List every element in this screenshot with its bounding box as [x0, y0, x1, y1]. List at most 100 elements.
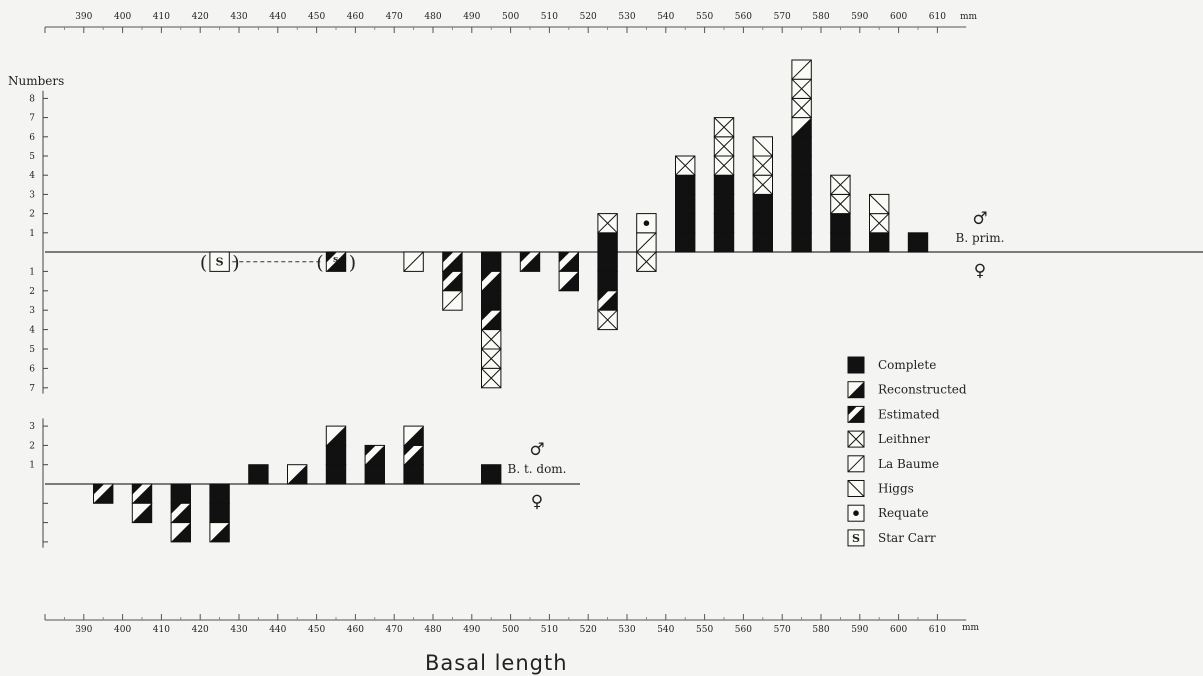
- cell-complete: [481, 251, 502, 272]
- x-tick-label: 570: [774, 625, 791, 635]
- x-tick-label: 510: [541, 625, 558, 635]
- cell-leithner: [830, 194, 851, 214]
- cell-reconstructed: [403, 426, 424, 446]
- x-tick-label: 590: [851, 625, 868, 635]
- x-tick-label: 580: [812, 12, 829, 22]
- cell-leithner: [713, 155, 735, 176]
- cell-leithner: [713, 136, 735, 157]
- legend-item-complete: Complete: [847, 356, 936, 374]
- y-tick-label: 2: [29, 287, 35, 297]
- top-axis-unit: mm: [960, 12, 978, 22]
- cell-reconstructed: [559, 271, 579, 291]
- x-tick-label: 420: [192, 625, 209, 635]
- cell-reconstructed: [132, 503, 152, 523]
- cell-leithner: [481, 348, 502, 369]
- cell-complete: [209, 502, 230, 524]
- x-tick-label: 560: [735, 625, 752, 635]
- y-axis-title: Numbers: [8, 74, 64, 88]
- x-tick-label: 540: [657, 625, 674, 635]
- cell-leithner: [869, 213, 890, 234]
- cell-estimated: [365, 445, 385, 465]
- x-tick-label: 490: [463, 625, 480, 635]
- x-tick-label: 410: [153, 12, 170, 22]
- cell-estimated: [326, 252, 346, 272]
- x-tick-label: 490: [463, 12, 480, 22]
- y-tick-label: 4: [29, 171, 35, 181]
- x-tick-label: 590: [851, 12, 868, 22]
- cell-estimated: [481, 310, 501, 330]
- cell-requate: [853, 510, 859, 516]
- x-tick-label: 610: [929, 12, 946, 22]
- b-prim-panel: 1 2 3 4 5 6 7 8 1 2 3 4 5 6 7 S () s () ♂ B. prim. ♀: [29, 59, 1203, 394]
- cell-estimated: [132, 484, 143, 495]
- cell-leithner: [481, 368, 502, 389]
- x-tick-label: 500: [502, 12, 519, 22]
- cell-leithner: [713, 117, 735, 138]
- cell-reconstructed: [171, 522, 191, 542]
- cell-complete: [713, 193, 735, 215]
- y-tick-label: 7: [29, 384, 35, 394]
- y-tick-label: 2: [29, 441, 35, 451]
- cell-leithner: [597, 309, 618, 330]
- cell-estimated: [442, 252, 463, 272]
- y-tick-label: 6: [29, 133, 35, 143]
- cell-frame: [847, 529, 865, 547]
- cell-reconstructed: [848, 381, 864, 398]
- cell-complete: [713, 213, 735, 234]
- cell-complete: [675, 174, 696, 195]
- legend-label: Reconstructed: [878, 383, 967, 397]
- cell-higgs: [847, 480, 865, 497]
- bar-male-590: [869, 193, 890, 253]
- y-tick-label: 2: [29, 210, 35, 220]
- cell-la-baume: [636, 232, 657, 253]
- y-tick-label: 5: [29, 345, 35, 355]
- y-tick-label: 7: [29, 114, 35, 124]
- x-tick-label: 600: [890, 625, 907, 635]
- cell-leithner: [847, 430, 865, 448]
- cell-requate: [643, 220, 650, 226]
- bar-female-500: [519, 251, 541, 272]
- cell-leithner: [481, 329, 502, 350]
- x-tick-label: 530: [618, 625, 635, 635]
- bar-male-570: [791, 59, 812, 253]
- cell-estimated: [442, 271, 454, 283]
- x-tick-label: 430: [230, 12, 247, 22]
- cell-leithner: [791, 78, 812, 99]
- cell-complete: [791, 213, 812, 234]
- cell-complete: [597, 251, 618, 272]
- cell-estimated: [520, 252, 540, 272]
- x-tick-label: 480: [424, 12, 441, 22]
- x-tick-label: 510: [541, 12, 558, 22]
- bar-female-390: [93, 483, 114, 504]
- cell-estimated: [559, 252, 579, 272]
- bar-male-520: [597, 213, 618, 253]
- cell-la-baume: [791, 59, 812, 80]
- x-axis-title: Basal length: [425, 651, 568, 675]
- star-carr-mark: s: [333, 255, 338, 265]
- cell-complete: [791, 136, 812, 157]
- cell-estimated: [481, 271, 501, 291]
- cell-complete: [481, 464, 502, 485]
- x-tick-label: 550: [696, 625, 713, 635]
- legend-item-la-baume: La Baume: [847, 455, 939, 473]
- cell-estimated: [403, 445, 415, 457]
- y-tick-label: 1: [29, 461, 35, 471]
- cell-leithner: [636, 251, 657, 272]
- cell-leithner: [752, 155, 773, 176]
- x-tick-label: 460: [347, 625, 364, 635]
- bar-male-530: [636, 213, 657, 253]
- cell-estimated: [326, 252, 337, 263]
- cell-complete: [248, 464, 269, 485]
- cell-complete: [869, 232, 890, 253]
- x-tick-label: 440: [269, 625, 286, 635]
- cell-complete: [791, 155, 812, 176]
- x-tick-label: 520: [580, 12, 597, 22]
- bar-male-600: [907, 232, 929, 253]
- x-tick-label: 550: [696, 12, 713, 22]
- bar-male-460: [364, 444, 386, 485]
- y-tick-label: 3: [29, 306, 35, 316]
- legend-label: Higgs: [878, 482, 914, 496]
- cell-complete: [209, 483, 230, 504]
- cell-estimated: [597, 290, 618, 311]
- x-tick-label: 420: [192, 12, 209, 22]
